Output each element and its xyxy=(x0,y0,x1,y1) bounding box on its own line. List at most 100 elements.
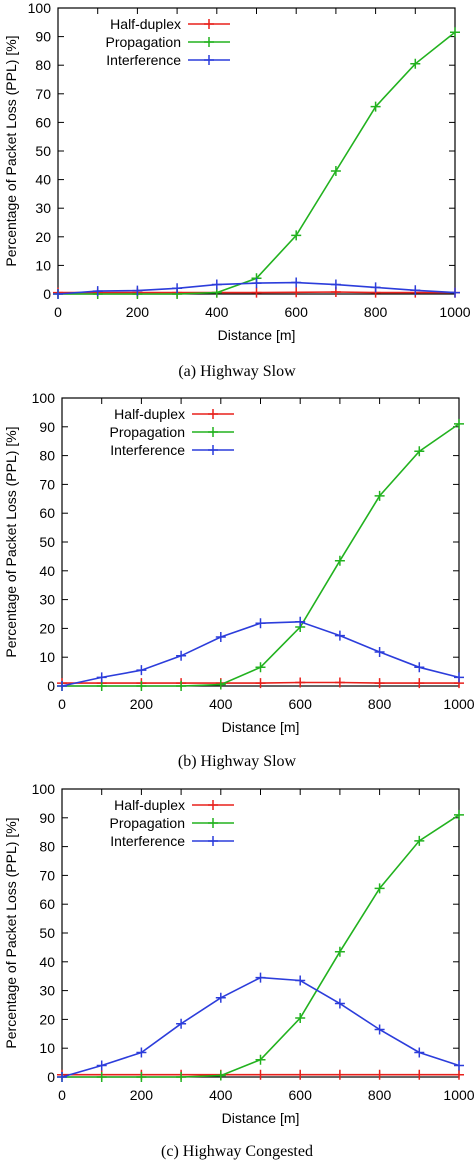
data-point-half-duplex xyxy=(414,1069,425,1080)
data-point-interference xyxy=(454,672,464,683)
x-tick-label: 0 xyxy=(58,696,66,712)
x-tick-label: 800 xyxy=(368,696,392,712)
y-tick-label: 90 xyxy=(39,810,55,826)
x-axis-label: Distance [m] xyxy=(218,327,296,343)
legend-label-interference: Interference xyxy=(110,442,185,458)
data-point-interference xyxy=(255,972,266,983)
series-line-propagation xyxy=(62,423,460,687)
data-point-propagation xyxy=(136,1072,147,1082)
legend: Half-duplex Propagation Interference xyxy=(109,406,234,458)
data-point-interference xyxy=(410,285,421,296)
data-point-propagation xyxy=(215,1070,226,1081)
series-line-propagation xyxy=(58,31,456,295)
data-point-interference xyxy=(251,278,262,289)
y-axis-label: Percentage of Packet Loss (PPL) [%] xyxy=(3,426,19,657)
chart-caption: (a) Highway Slow xyxy=(178,363,296,380)
y-tick-label: 10 xyxy=(39,1040,55,1056)
data-point-propagation xyxy=(96,1072,107,1082)
data-point-propagation xyxy=(334,946,345,957)
data-point-interference xyxy=(57,1072,67,1082)
x-tick-label: 400 xyxy=(209,1087,233,1103)
data-point-interference xyxy=(295,975,306,986)
x-tick-label: 800 xyxy=(364,304,388,320)
data-point-half-duplex xyxy=(291,287,302,298)
legend: Half-duplex Propagation Interference xyxy=(105,16,230,68)
legend-marker-half-duplex xyxy=(208,800,218,810)
y-tick-label: 60 xyxy=(39,896,55,912)
y-tick-label: 60 xyxy=(35,114,51,130)
y-tick-label: 80 xyxy=(35,57,51,73)
x-axis-label: Distance [m] xyxy=(222,1110,300,1126)
y-tick-label: 100 xyxy=(32,781,56,797)
legend-marker-propagation xyxy=(208,818,218,828)
legend-label-half-duplex: Half-duplex xyxy=(114,797,185,813)
x-tick-label: 400 xyxy=(209,696,233,712)
data-point-propagation xyxy=(414,835,425,846)
data-point-half-duplex xyxy=(414,678,425,689)
legend-label-propagation: Propagation xyxy=(109,424,185,440)
data-point-propagation xyxy=(330,166,341,177)
data-point-half-duplex xyxy=(334,1069,345,1080)
y-tick-label: 70 xyxy=(39,867,55,883)
x-tick-label: 1000 xyxy=(443,696,474,712)
y-tick-label: 40 xyxy=(35,172,51,188)
data-point-half-duplex xyxy=(255,678,266,689)
x-tick-label: 0 xyxy=(58,1087,66,1103)
data-point-interference xyxy=(176,650,187,661)
y-tick-label: 0 xyxy=(43,286,51,302)
chart-caption: (c) Highway Congested xyxy=(161,1143,313,1160)
data-point-propagation xyxy=(374,883,385,894)
data-point-propagation xyxy=(374,490,385,501)
data-point-half-duplex xyxy=(334,677,345,688)
data-point-interference xyxy=(57,681,67,691)
legend-marker-propagation xyxy=(204,37,214,47)
x-tick-label: 600 xyxy=(285,304,309,320)
data-point-half-duplex xyxy=(374,678,385,689)
legend-label-propagation: Propagation xyxy=(105,34,181,50)
legend-marker-interference xyxy=(208,445,218,455)
data-point-interference xyxy=(291,277,302,288)
data-point-interference xyxy=(334,998,345,1009)
data-point-interference xyxy=(136,665,147,676)
data-point-propagation xyxy=(96,681,107,691)
x-tick-label: 200 xyxy=(130,696,154,712)
y-tick-label: 30 xyxy=(39,983,55,999)
data-point-interference xyxy=(255,618,266,629)
chart-caption: (b) Highway Slow xyxy=(178,753,297,770)
data-point-interference xyxy=(132,285,143,296)
legend-marker-half-duplex xyxy=(204,19,214,29)
data-point-interference xyxy=(53,289,63,299)
data-point-propagation xyxy=(454,809,464,820)
data-point-interference xyxy=(215,992,226,1003)
data-point-half-duplex xyxy=(295,1069,306,1080)
x-tick-label: 200 xyxy=(130,1087,154,1103)
y-tick-label: 70 xyxy=(35,86,51,102)
y-tick-label: 50 xyxy=(39,534,55,550)
legend-label-interference: Interference xyxy=(110,833,185,849)
data-point-half-duplex xyxy=(251,287,262,298)
data-point-propagation xyxy=(454,418,464,429)
data-point-interference xyxy=(295,616,306,627)
y-tick-label: 100 xyxy=(32,390,56,406)
data-point-interference xyxy=(215,632,226,643)
x-tick-label: 1000 xyxy=(439,304,470,320)
data-point-propagation xyxy=(334,555,345,566)
y-tick-label: 30 xyxy=(35,200,51,216)
data-point-half-duplex xyxy=(255,1069,266,1080)
data-point-propagation xyxy=(176,681,187,691)
x-tick-label: 600 xyxy=(289,1087,313,1103)
data-point-interference xyxy=(330,279,341,290)
data-point-interference xyxy=(92,286,103,297)
data-point-interference xyxy=(414,662,425,673)
data-point-interference xyxy=(454,1060,464,1071)
y-tick-label: 80 xyxy=(39,839,55,855)
legend-label-interference: Interference xyxy=(106,52,181,68)
y-tick-label: 40 xyxy=(39,563,55,579)
y-tick-label: 0 xyxy=(47,1069,55,1085)
y-tick-label: 40 xyxy=(39,954,55,970)
y-axis-label: Percentage of Packet Loss (PPL) [%] xyxy=(3,35,19,266)
data-point-interference xyxy=(374,1024,385,1035)
data-point-propagation xyxy=(215,679,226,690)
